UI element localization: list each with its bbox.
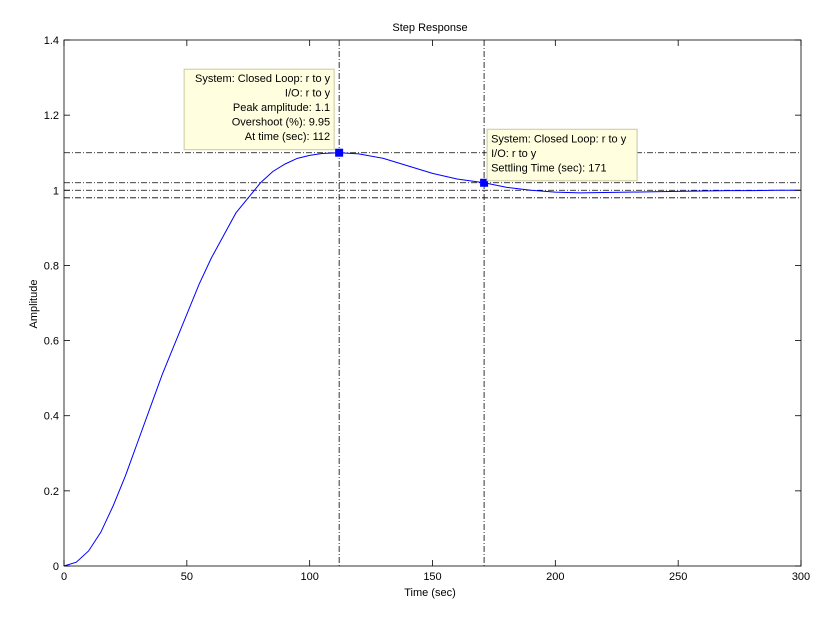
reference-lines — [64, 40, 801, 566]
y-tick-label: 1.4 — [44, 35, 59, 47]
y-tick-label: 0.2 — [44, 486, 59, 498]
x-tick-label: 0 — [61, 571, 67, 583]
y-tick-label: 0.4 — [44, 411, 59, 423]
datatip-line: Peak amplitude: 1.1 — [233, 102, 330, 114]
datatips: System: Closed Loop: r to y I/O: r to y Pe… — [183, 68, 638, 182]
datatip-line: I/O: r to y — [491, 148, 537, 160]
datatip-0[interactable]: System: Closed Loop: r to y I/O: r to y Pe… — [183, 68, 335, 151]
plot-area-frame — [63, 39, 802, 567]
series-layer — [63, 152, 801, 567]
x-tick-label: 100 — [300, 571, 318, 583]
y-tick-label: 0.8 — [44, 260, 59, 272]
datatip-marker-0[interactable] — [335, 148, 344, 157]
series-line-0 — [63, 152, 801, 567]
datatip-line: At time (sec): 112 — [245, 131, 330, 143]
datatip-line: Settling Time (sec): 171 — [491, 162, 607, 174]
x-tick-label: 50 — [181, 571, 193, 583]
datatip-1[interactable]: System: Closed Loop: r to y I/O: r to y Se… — [486, 128, 638, 182]
datatip-line: System: Closed Loop: r to y — [491, 133, 627, 145]
datatip-line: System: Closed Loop: r to y — [195, 73, 331, 85]
datatip-line: I/O: r to y — [285, 88, 331, 100]
markers — [335, 148, 489, 187]
x-tick-label: 150 — [423, 571, 441, 583]
datatip-box — [486, 128, 638, 182]
x-axis-label: Time (sec) — [404, 587, 456, 599]
y-tick-label: 0 — [53, 561, 59, 573]
datatip-line: Overshoot (%): 9.95 — [232, 117, 330, 129]
x-tick-label: 250 — [669, 571, 687, 583]
y-tick-label: 1 — [53, 185, 59, 197]
y-tick-label: 1.2 — [44, 110, 59, 122]
datatip-box — [183, 68, 335, 151]
y-tick-label: 0.6 — [44, 336, 59, 348]
datatip-marker-1[interactable] — [480, 178, 489, 187]
x-tick-label: 200 — [546, 571, 564, 583]
axes: 0 50 100 150 200 250 300 0 0.2 0.4 0.6 0.8 1 1.2 1.4 — [44, 35, 810, 583]
chart-title: Step Response — [392, 22, 467, 34]
y-axis-label: Amplitude — [28, 280, 40, 329]
x-tick-label: 300 — [792, 571, 810, 583]
